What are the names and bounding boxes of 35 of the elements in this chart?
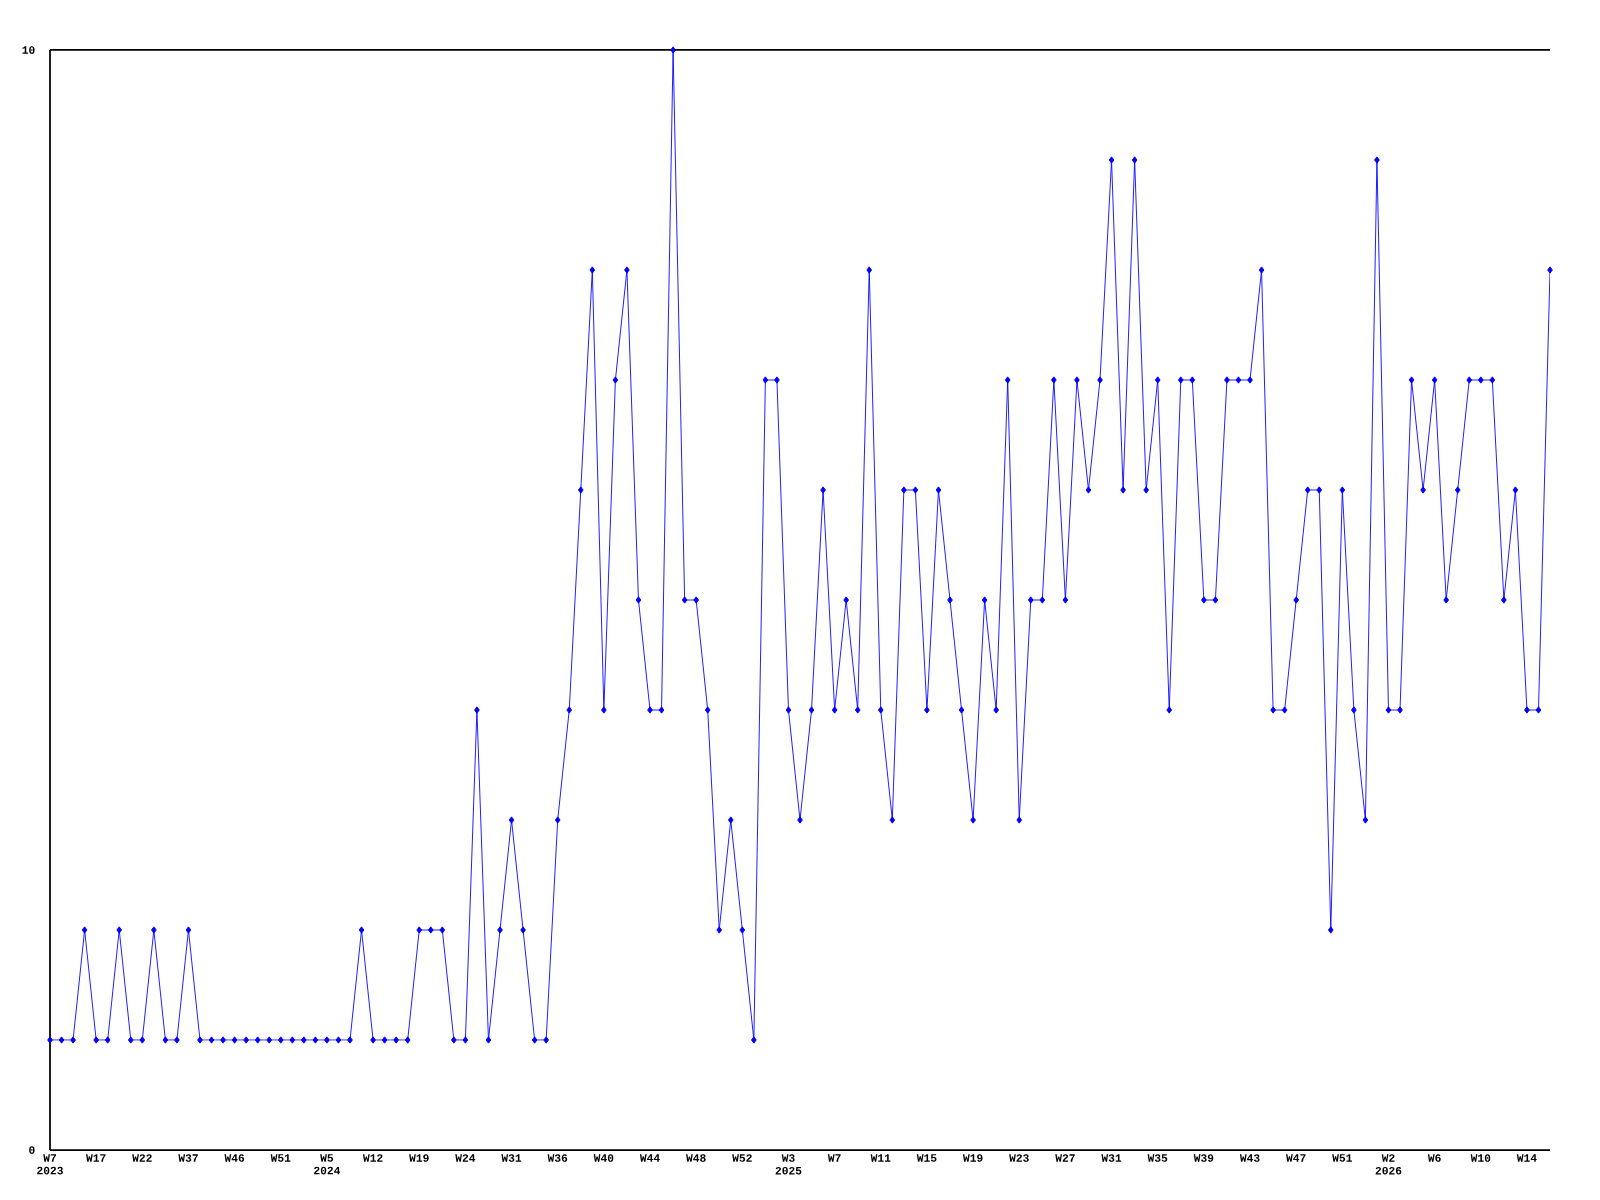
- x-tick-label: W15: [916, 1154, 937, 1162]
- x-tick-label: W37: [178, 1154, 198, 1162]
- x-tick-label: W31: [501, 1154, 522, 1162]
- x-tick-label: W36: [547, 1154, 568, 1162]
- x-tick-label: W51: [1332, 1154, 1352, 1162]
- x-tick-label: W39: [1193, 1154, 1214, 1162]
- y-tick-label: 0: [29, 1146, 35, 1154]
- x-tick-label: W44: [639, 1154, 660, 1162]
- x-tick-label: W19: [962, 1154, 983, 1162]
- x-tick-label: W2 2026: [1375, 1154, 1402, 1175]
- x-tick-label: W3 2025: [775, 1154, 802, 1175]
- x-tick-label: W17: [86, 1154, 106, 1162]
- x-tick-label: W22: [132, 1154, 152, 1162]
- x-tick-label: W6: [1427, 1154, 1441, 1162]
- x-tick-label: W14: [1516, 1154, 1537, 1162]
- x-tick-label: W27: [1055, 1154, 1075, 1162]
- x-tick-label: W5 2024: [314, 1154, 341, 1175]
- x-tick-label: W43: [1239, 1154, 1260, 1162]
- x-tick-label: W31: [1101, 1154, 1122, 1162]
- x-tick-label: W47: [1286, 1154, 1306, 1162]
- x-tick-label: W40: [593, 1154, 614, 1162]
- x-tick-label: W12: [362, 1154, 383, 1162]
- x-tick-label: W23: [1009, 1154, 1029, 1162]
- y-tick-label: 10: [22, 46, 35, 54]
- x-tick-label: W7 2023: [37, 1154, 63, 1175]
- x-tick-label: W19: [409, 1154, 429, 1162]
- x-tick-label: W35: [1147, 1154, 1168, 1162]
- x-tick-label: W46: [224, 1154, 245, 1162]
- x-tick-label: W10: [1470, 1154, 1491, 1162]
- x-tick-label: W48: [686, 1154, 706, 1162]
- x-tick-label: W11: [870, 1154, 891, 1162]
- x-tick-label: W51: [270, 1154, 291, 1162]
- x-tick-label: W24: [455, 1154, 476, 1162]
- x-tick-label: W7: [827, 1154, 841, 1162]
- x-tick-label: W52: [732, 1154, 752, 1162]
